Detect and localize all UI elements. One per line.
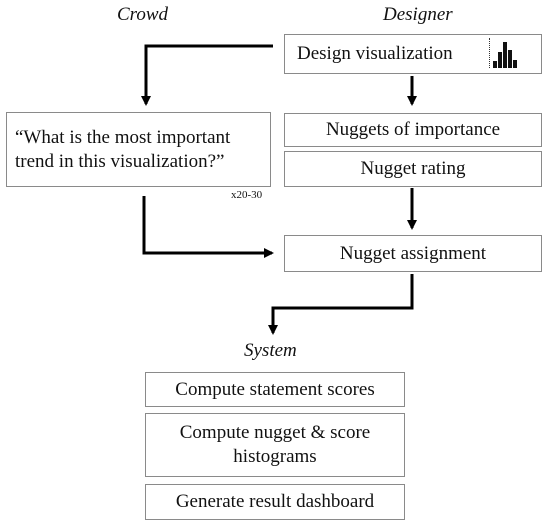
crowd-question-line1: “What is the most important [15, 126, 231, 148]
nugget-assignment-label: Nugget assignment [339, 242, 487, 264]
compute-statement-scores-label: Compute statement scores [175, 378, 375, 400]
nugget-rating-box: Nugget rating [284, 151, 542, 187]
compute-histograms-box: Compute nugget & score histograms [145, 413, 405, 477]
compute-histograms-line2: histograms [233, 446, 317, 467]
mini-chart-bar [513, 60, 517, 68]
design-visualization-box: Design visualization [284, 34, 542, 74]
mini-chart-axis [489, 38, 490, 68]
repetition-note: x20-30 [231, 189, 263, 201]
nuggets-of-importance-box: Nuggets of importance [284, 113, 542, 147]
mini-chart-bar [498, 52, 502, 68]
generate-dashboard-box: Generate result dashboard [145, 484, 405, 520]
system-column-label: System [244, 340, 297, 361]
crowd-column-label: Crowd [117, 4, 169, 25]
bar-chart-icon [489, 38, 521, 68]
arrow-design-to-crowd [141, 44, 273, 106]
crowd-question-box: “What is the most important trend in thi… [6, 112, 271, 187]
compute-histograms-line1: Compute nugget & score [179, 422, 371, 443]
mini-chart-bar [493, 61, 497, 68]
compute-statement-scores-box: Compute statement scores [145, 372, 405, 407]
arrow-crowd-to-assignment [142, 196, 274, 258]
mini-chart-bar [508, 50, 512, 68]
arrow-assignment-to-system [268, 274, 414, 335]
nugget-rating-label: Nugget rating [360, 158, 466, 179]
designer-column-label: Designer [383, 4, 453, 25]
nuggets-of-importance-label: Nuggets of importance [325, 119, 501, 140]
crowd-question-line2: trend in this visualization?” [15, 150, 225, 172]
mini-chart-bar [503, 42, 507, 68]
generate-dashboard-label: Generate result dashboard [175, 491, 375, 512]
design-visualization-label: Design visualization [297, 43, 453, 64]
nugget-assignment-box: Nugget assignment [284, 235, 542, 272]
